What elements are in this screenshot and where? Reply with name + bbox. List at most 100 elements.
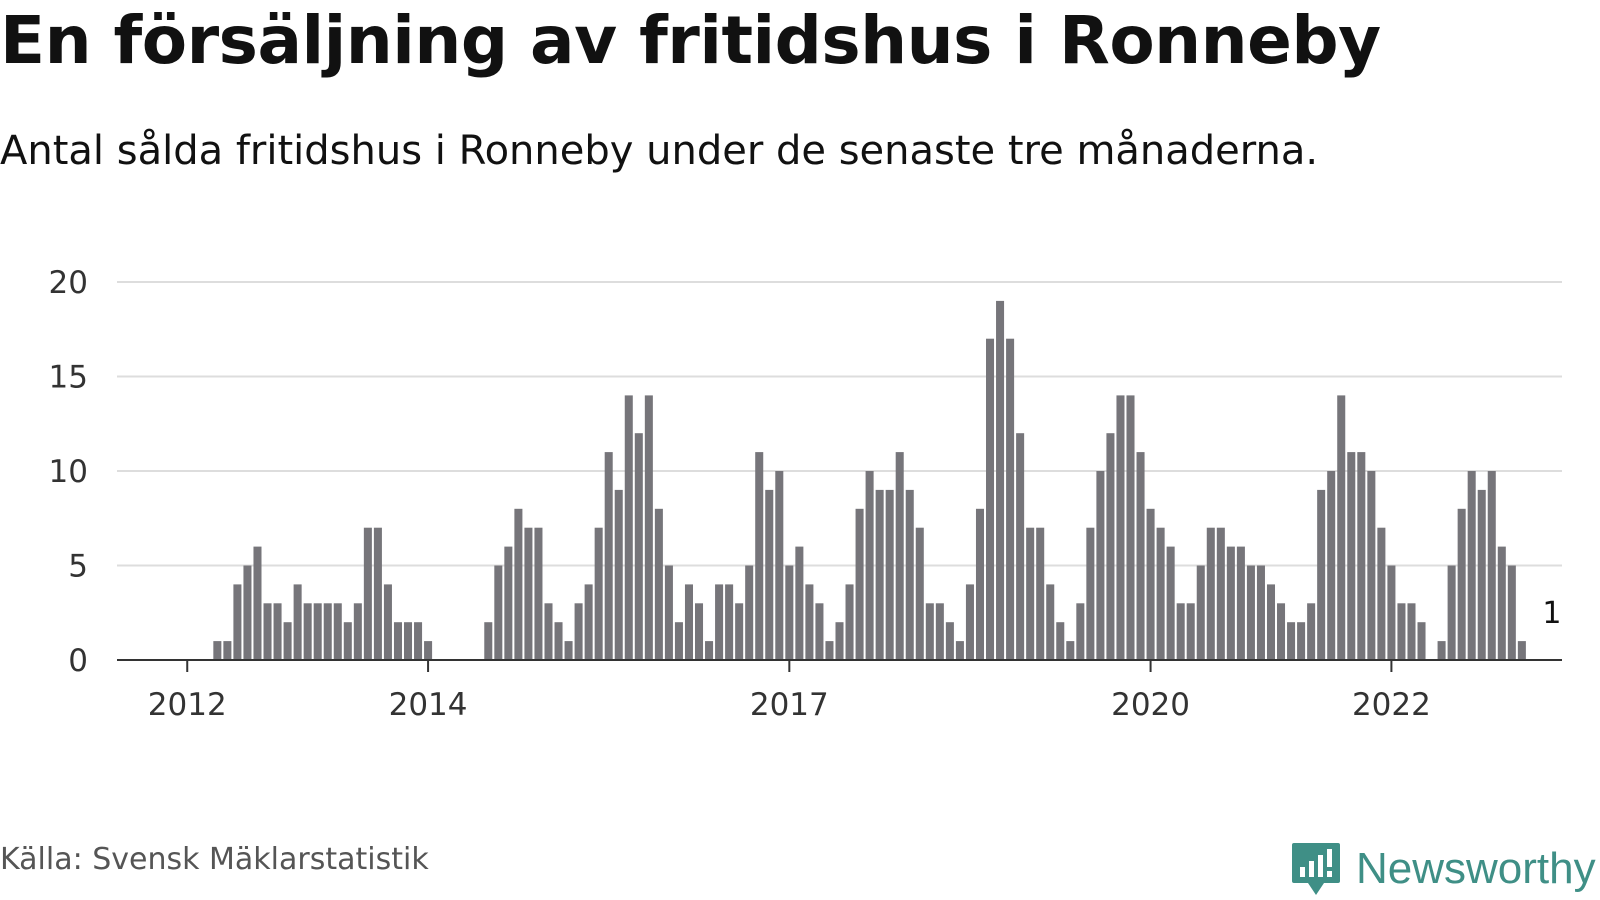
y-tick-label: 5 <box>68 549 88 585</box>
bar <box>1387 565 1396 660</box>
bar-chart: 0 5 10 15 20 2012 2014 2017 2020 2022 1 <box>48 265 1562 723</box>
bar <box>1146 508 1155 660</box>
bar <box>895 452 904 660</box>
bar <box>233 584 242 660</box>
bar <box>1076 603 1085 660</box>
bar <box>815 603 824 660</box>
bar <box>905 489 914 660</box>
x-tick-label: 2017 <box>750 687 829 723</box>
bar <box>343 622 352 660</box>
bar <box>955 641 964 660</box>
bar <box>584 584 593 660</box>
bar <box>604 452 613 660</box>
source-note: Källa: Svensk Mäklarstatistik <box>0 842 429 877</box>
bar <box>855 508 864 660</box>
bar <box>1256 565 1265 660</box>
bar <box>524 527 533 660</box>
bar <box>1196 565 1205 660</box>
bar <box>1066 641 1075 660</box>
bar <box>664 565 673 660</box>
bar <box>975 508 984 660</box>
x-tick-label: 2020 <box>1111 687 1190 723</box>
bar <box>674 622 683 660</box>
bar <box>1166 546 1175 660</box>
bar <box>965 584 974 660</box>
bar <box>1126 395 1135 660</box>
bar <box>1206 527 1215 660</box>
bar <box>684 584 693 660</box>
bar <box>313 603 322 660</box>
x-axis-ticks: 2012 2014 2017 2020 2022 <box>148 660 1431 723</box>
bar <box>544 603 553 660</box>
bar <box>1357 452 1366 660</box>
bar <box>504 546 513 660</box>
bar <box>624 395 633 660</box>
bar <box>765 489 774 660</box>
bar <box>484 622 493 660</box>
bar <box>1507 565 1516 660</box>
bar <box>845 584 854 660</box>
bar <box>1327 471 1336 660</box>
newsworthy-logo[interactable]: Newsworthy <box>1290 841 1596 897</box>
bar <box>534 527 543 660</box>
bar <box>715 584 724 660</box>
bar <box>323 603 332 660</box>
chart-subtitle: Antal sålda fritidshus i Ronneby under d… <box>0 128 1319 174</box>
bar <box>1136 452 1145 660</box>
bar <box>1036 527 1045 660</box>
bar <box>1457 508 1466 660</box>
bar <box>293 584 302 660</box>
bar <box>725 584 734 660</box>
x-tick-label: 2022 <box>1352 687 1431 723</box>
newsworthy-logo-icon <box>1292 843 1340 895</box>
bar <box>263 603 272 660</box>
bar <box>1236 546 1245 660</box>
bar <box>745 565 754 660</box>
bar <box>393 622 402 660</box>
bar <box>383 584 392 660</box>
bar <box>1016 433 1025 660</box>
bar <box>1156 527 1165 660</box>
bar <box>1226 546 1235 660</box>
y-tick-label: 15 <box>49 360 88 396</box>
bar <box>644 395 653 660</box>
bar <box>253 546 262 660</box>
bar <box>1297 622 1306 660</box>
bar <box>1397 603 1406 660</box>
bar <box>283 622 292 660</box>
bar <box>785 565 794 660</box>
bar <box>1176 603 1185 660</box>
bar <box>1407 603 1416 660</box>
highlight-value-label: 1 <box>1542 596 1561 631</box>
bar <box>1347 452 1356 660</box>
bar <box>353 603 362 660</box>
bar <box>1367 471 1376 660</box>
bar <box>634 433 643 660</box>
bar <box>373 527 382 660</box>
bar <box>494 565 503 660</box>
y-tick-label: 0 <box>68 643 88 679</box>
bar <box>925 603 934 660</box>
bar <box>1377 527 1386 660</box>
bar <box>1337 395 1346 660</box>
bar <box>654 508 663 660</box>
bar <box>1447 565 1456 660</box>
bar <box>1497 546 1506 660</box>
bar <box>1086 527 1095 660</box>
bar <box>1317 489 1326 660</box>
bar <box>935 603 944 660</box>
bar <box>705 641 714 660</box>
bar <box>1277 603 1286 660</box>
bar <box>875 489 884 660</box>
bar <box>1216 527 1225 660</box>
bar <box>1467 471 1476 660</box>
bar <box>885 489 894 660</box>
bar <box>1246 565 1255 660</box>
bar <box>945 622 954 660</box>
bar <box>775 471 784 660</box>
bar <box>1056 622 1065 660</box>
bar <box>1026 527 1035 660</box>
bar <box>213 641 222 660</box>
bar <box>424 641 433 660</box>
bar <box>1106 433 1115 660</box>
